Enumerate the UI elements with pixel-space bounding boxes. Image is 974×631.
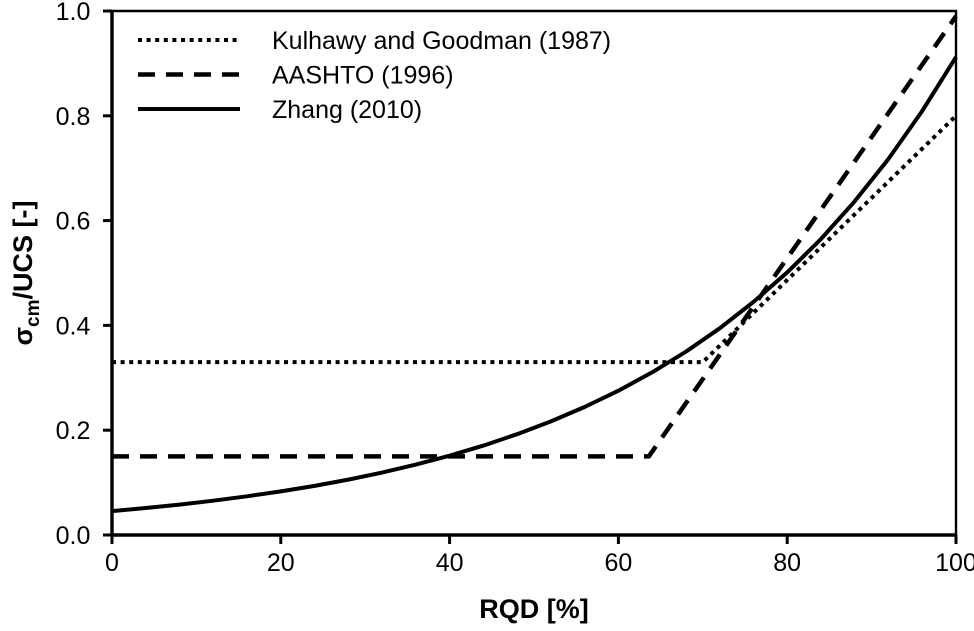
y-tick-label: 1.0	[56, 0, 91, 26]
legend-item-2: AASHTO (1996)	[138, 62, 454, 90]
x-tick-label: 0	[105, 549, 119, 577]
x-tick-label: 20	[267, 549, 295, 577]
legend-item-3: Zhang (2010)	[138, 96, 422, 124]
x-tick-label: 80	[773, 549, 801, 577]
legend-label: AASHTO (1996)	[272, 62, 454, 90]
series-line-2	[112, 14, 958, 459]
legend: Kulhawy and Goodman (1987) AASHTO (1996) Z…	[138, 27, 611, 124]
series-line-3	[111, 56, 958, 514]
y-tick-label: 0.4	[56, 312, 91, 340]
y-tick-label: 0.8	[56, 103, 91, 131]
x-tick-label: 40	[436, 549, 464, 577]
plot-frame-top-right	[112, 9, 958, 535]
y-tick-label: 0.2	[56, 417, 91, 445]
x-tick-label: 100	[935, 549, 974, 577]
x-tick-label: 60	[604, 549, 632, 577]
y-axis-title: σcm/UCS [-]	[8, 201, 44, 346]
y-tick-label: 0.0	[56, 522, 91, 550]
legend-label: Kulhawy and Goodman (1987)	[272, 27, 611, 55]
x-axis-title: RQD [%]	[479, 594, 589, 624]
legend-label: Zhang (2010)	[272, 96, 422, 124]
legend-item-1: Kulhawy and Goodman (1987)	[138, 27, 611, 55]
series-line-1	[112, 114, 958, 365]
y-tick-label: 0.6	[56, 208, 91, 236]
